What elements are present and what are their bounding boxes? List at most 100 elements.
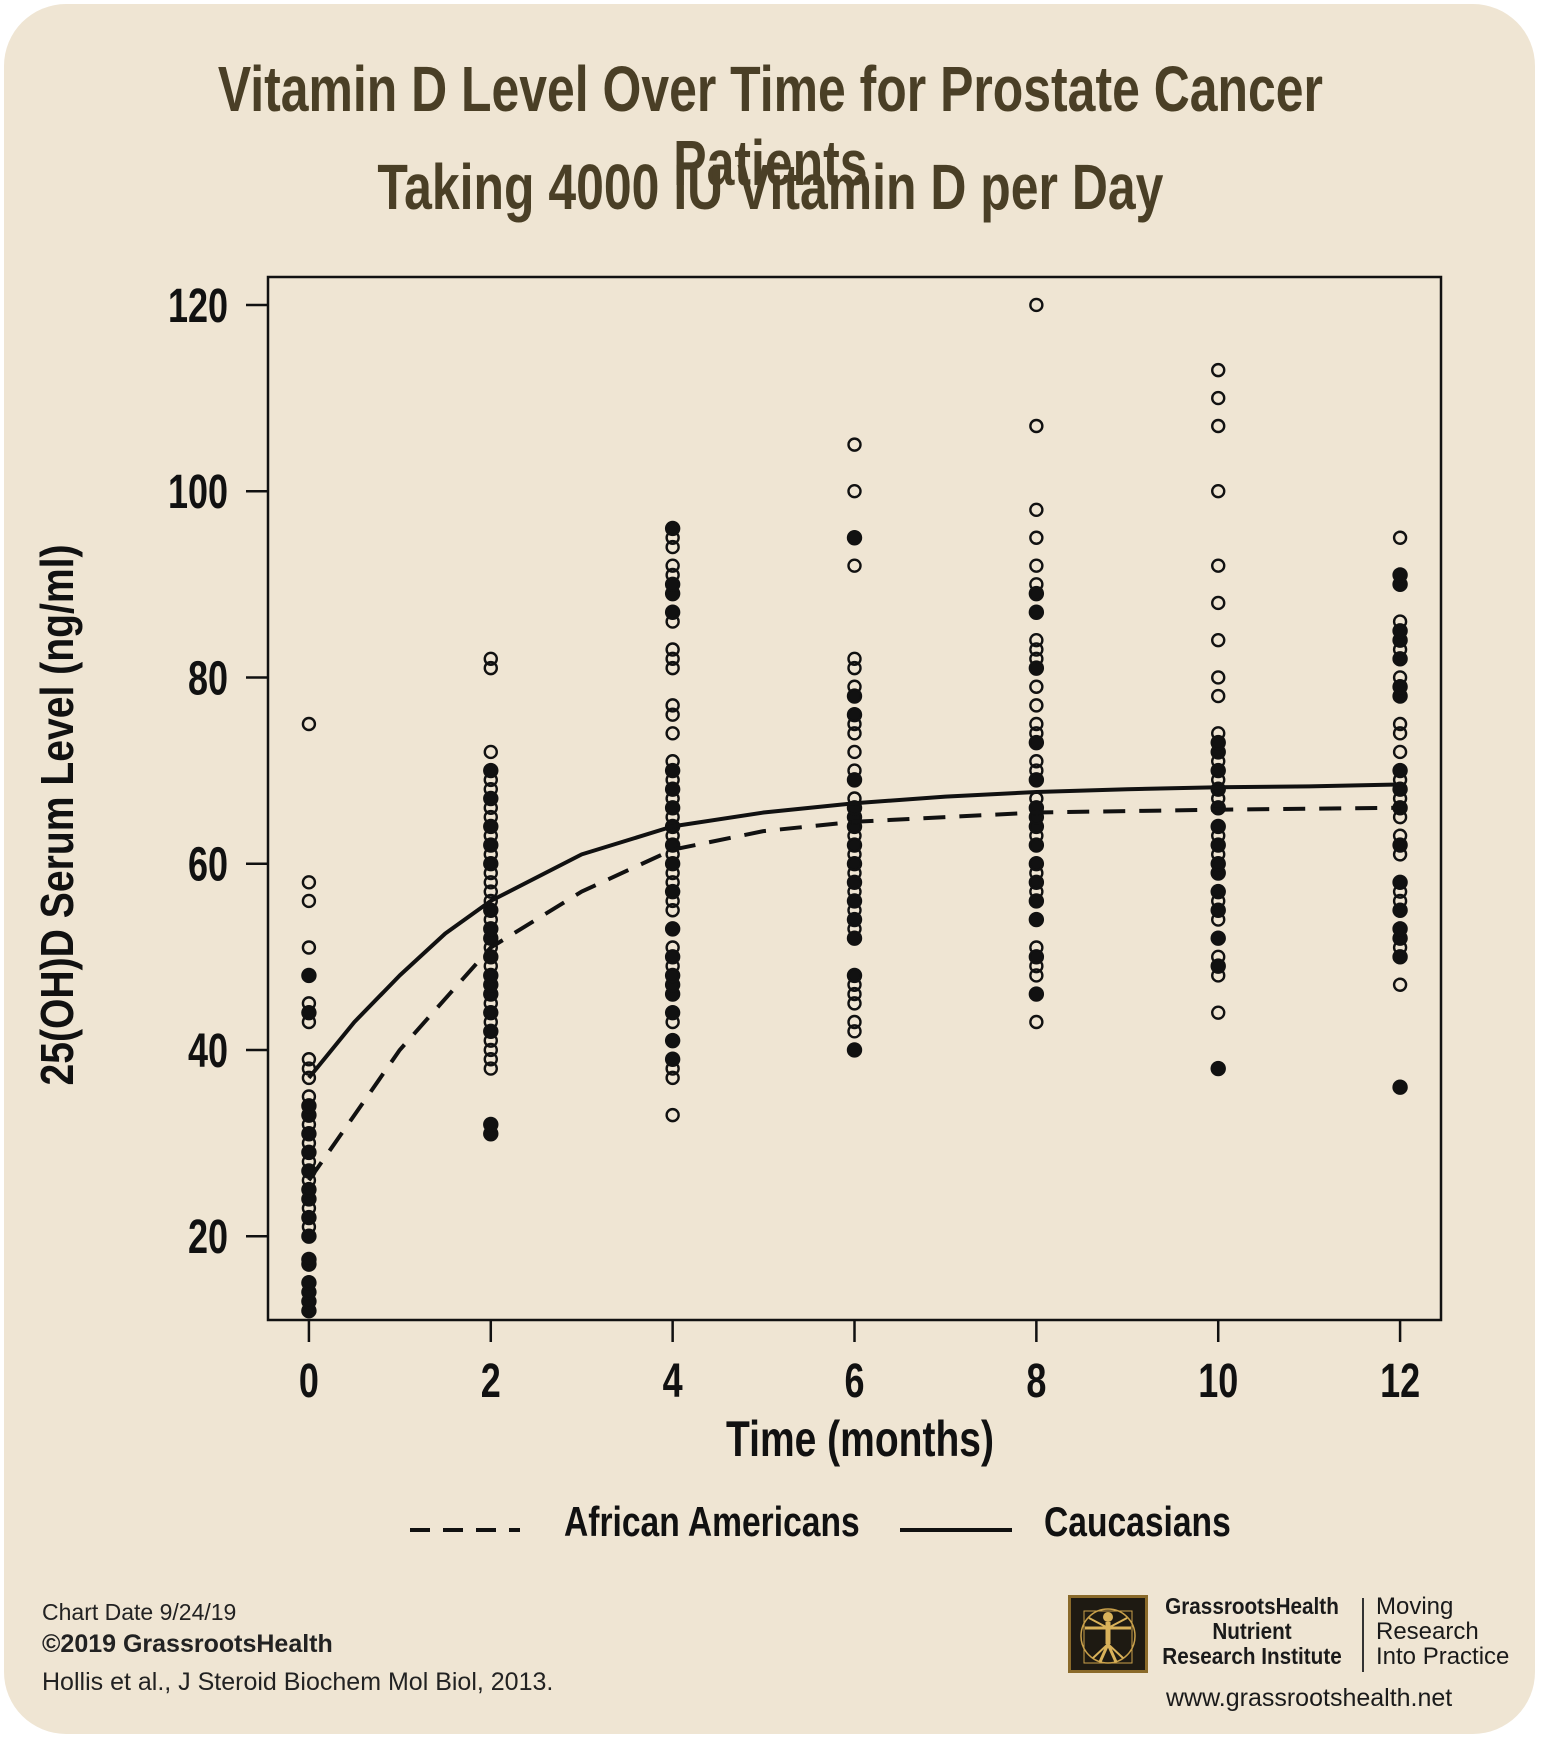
data-point-african-american: [301, 1126, 317, 1142]
data-point-caucasian: [301, 716, 317, 732]
y-tick-label: 120: [168, 279, 228, 332]
data-point-african-american: [483, 790, 499, 807]
data-point-african-american: [301, 967, 317, 984]
x-tick-label: 2: [481, 1354, 501, 1407]
data-point-african-american: [483, 1004, 499, 1021]
data-point-caucasian: [1029, 716, 1044, 732]
data-point-african-american: [846, 837, 863, 853]
data-point-caucasian: [847, 744, 862, 760]
data-point-caucasian: [665, 539, 680, 555]
data-point-african-american: [1028, 604, 1045, 620]
data-point-african-american: [483, 902, 499, 918]
org-name-line1: GrassrootsHealth: [1165, 1593, 1339, 1619]
data-point-african-american: [1392, 623, 1408, 639]
data-point-caucasian: [1392, 716, 1408, 732]
data-point-caucasian: [1029, 698, 1044, 713]
data-point-caucasian: [1029, 558, 1044, 573]
data-point-african-american: [846, 1042, 863, 1058]
tagline-line3: Into Practice: [1376, 1643, 1510, 1670]
data-point-african-american: [1210, 818, 1226, 835]
data-point-caucasian: [1029, 632, 1044, 648]
brand-divider: [1362, 1598, 1364, 1672]
tagline-line2: Research: [1376, 1618, 1479, 1645]
data-point-african-american: [1392, 837, 1408, 853]
org-name-line2: Nutrient: [1212, 1618, 1292, 1644]
data-point-african-american: [846, 874, 863, 891]
legend-label-african-americans: African Americans: [564, 1498, 860, 1545]
x-axis-label: Time (months): [726, 1411, 994, 1467]
data-point-caucasian: [1029, 754, 1044, 769]
data-point-african-american: [1210, 930, 1226, 946]
tagline-line1: Moving: [1376, 1593, 1454, 1620]
data-point-african-american: [483, 818, 499, 835]
y-tick-label: 40: [188, 1024, 228, 1077]
data-point-african-american: [483, 1023, 499, 1040]
chart-date: Chart Date 9/24/19: [42, 1599, 237, 1625]
y-tick-label: 20: [188, 1210, 228, 1263]
data-point-african-american: [664, 604, 681, 620]
data-point-caucasian: [1392, 726, 1408, 741]
data-point-caucasian: [847, 996, 862, 1011]
data-point-african-american: [664, 949, 681, 965]
data-point-african-american: [1392, 902, 1408, 918]
data-point-caucasian: [665, 698, 680, 713]
data-point-caucasian: [301, 1070, 317, 1086]
data-point-african-american: [664, 762, 681, 779]
data-point-african-american: [1392, 679, 1408, 695]
data-point-african-american: [664, 800, 681, 816]
data-point-african-american: [664, 855, 681, 872]
y-axis-label: 25(OH)D Serum Level (ng/ml): [31, 544, 83, 1086]
data-point-african-american: [846, 967, 863, 984]
data-point-african-american: [1210, 837, 1226, 853]
data-point-african-american: [1028, 949, 1045, 965]
y-tick-label: 80: [188, 651, 228, 704]
data-point-caucasian: [665, 903, 680, 918]
website-link[interactable]: www.grassrootshealth.net: [1166, 1684, 1453, 1712]
data-point-african-american: [483, 762, 499, 779]
data-point-caucasian: [483, 1042, 498, 1058]
data-point-caucasian: [1029, 297, 1044, 313]
chart-title-line2: Taking 4000 IU Vitamin D per Day: [377, 151, 1164, 223]
data-point-african-american: [1028, 837, 1045, 853]
data-point-african-american: [301, 1251, 317, 1268]
data-point-african-american: [664, 781, 681, 797]
data-point-caucasian: [847, 1014, 862, 1030]
data-point-african-american: [664, 883, 681, 900]
data-point-caucasian: [665, 1107, 680, 1123]
data-point-african-american: [846, 855, 863, 872]
citation: Hollis et al., J Steroid Biochem Mol Bio…: [42, 1668, 554, 1696]
fit-line-african-americans: [307, 805, 1401, 1182]
data-point-caucasian: [1029, 968, 1044, 983]
data-point-african-american: [1028, 986, 1045, 1002]
chart-title-line1: Vitamin D Level Over Time for Prostate C…: [217, 53, 1323, 199]
x-tick-label: 0: [299, 1354, 319, 1407]
data-point-caucasian: [1392, 744, 1408, 760]
data-point-african-american: [1392, 762, 1408, 779]
data-point-caucasian: [1392, 977, 1408, 992]
data-point-african-american: [846, 930, 863, 946]
data-point-african-american: [846, 893, 863, 909]
data-point-caucasian: [1392, 530, 1408, 545]
copyright: ©2019 GrassrootsHealth: [42, 1630, 333, 1658]
data-point-caucasian: [1211, 418, 1226, 434]
data-point-african-american: [664, 1051, 681, 1067]
data-point-caucasian: [1211, 632, 1226, 648]
data-point-african-american: [664, 576, 681, 593]
data-point-african-american: [1028, 874, 1045, 891]
data-point-african-american: [1210, 734, 1226, 751]
data-point-caucasian: [1211, 558, 1226, 573]
data-point-caucasian: [483, 660, 498, 676]
data-point-african-american: [1028, 855, 1045, 872]
data-point-caucasian: [483, 651, 498, 667]
data-point-african-american: [1210, 855, 1226, 872]
data-point-african-american: [1210, 762, 1226, 779]
x-tick-label: 6: [844, 1354, 864, 1407]
data-point-caucasian: [665, 1070, 680, 1086]
data-point-african-american: [1028, 660, 1045, 676]
data-point-caucasian: [301, 875, 317, 890]
x-tick-label: 4: [663, 1354, 683, 1407]
data-point-caucasian: [847, 660, 862, 676]
data-point-african-american: [483, 967, 499, 984]
data-point-african-american: [301, 1181, 317, 1198]
